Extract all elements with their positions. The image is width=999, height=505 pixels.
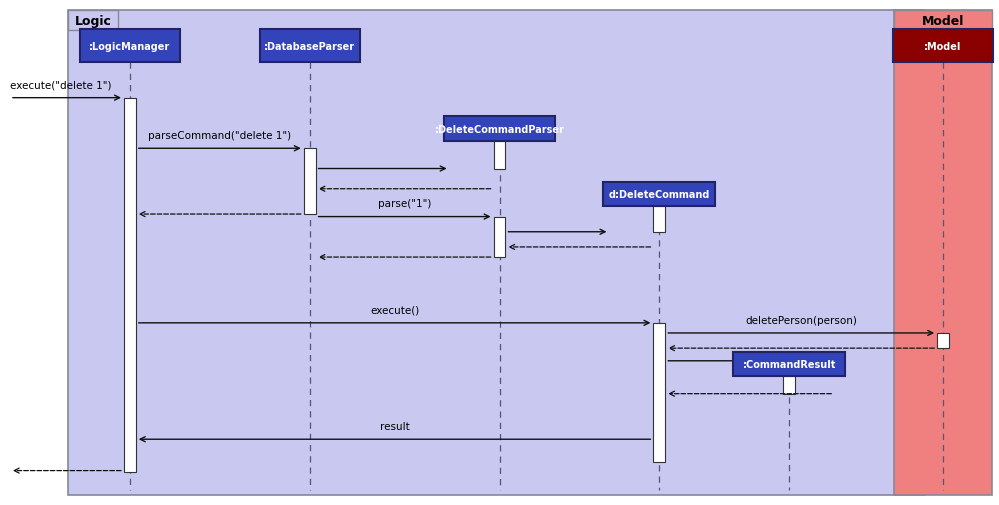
Text: :CommandResult: :CommandResult: [742, 359, 836, 369]
Bar: [937, 333, 949, 348]
Text: Logic: Logic: [75, 15, 111, 28]
Bar: [494, 217, 505, 258]
Text: :LogicManager: :LogicManager: [89, 42, 171, 52]
Bar: [894, 11, 992, 31]
Bar: [444, 117, 555, 141]
Text: :DatabaseParser: :DatabaseParser: [264, 42, 356, 52]
Text: d:DeleteCommand: d:DeleteCommand: [608, 190, 710, 200]
Bar: [260, 30, 360, 63]
Bar: [653, 207, 665, 232]
Text: :DeleteCommandParser: :DeleteCommandParser: [435, 124, 564, 134]
Bar: [304, 149, 316, 215]
Bar: [894, 11, 992, 495]
Text: :Model: :Model: [924, 42, 962, 52]
Bar: [783, 376, 795, 394]
Text: execute("delete 1"): execute("delete 1"): [10, 80, 112, 90]
Text: parse("1"): parse("1"): [378, 199, 432, 209]
Text: Model: Model: [922, 15, 964, 28]
Bar: [893, 30, 993, 63]
Bar: [653, 323, 665, 462]
Bar: [124, 98, 136, 472]
Text: result: result: [380, 421, 410, 431]
Bar: [494, 141, 505, 169]
Bar: [80, 30, 180, 63]
Text: parseCommand("delete 1"): parseCommand("delete 1"): [148, 131, 292, 141]
Bar: [733, 352, 845, 376]
Bar: [68, 11, 118, 31]
Text: execute(): execute(): [370, 305, 420, 315]
Bar: [603, 183, 715, 207]
Text: deletePerson(person): deletePerson(person): [745, 315, 857, 325]
Bar: [68, 11, 925, 495]
